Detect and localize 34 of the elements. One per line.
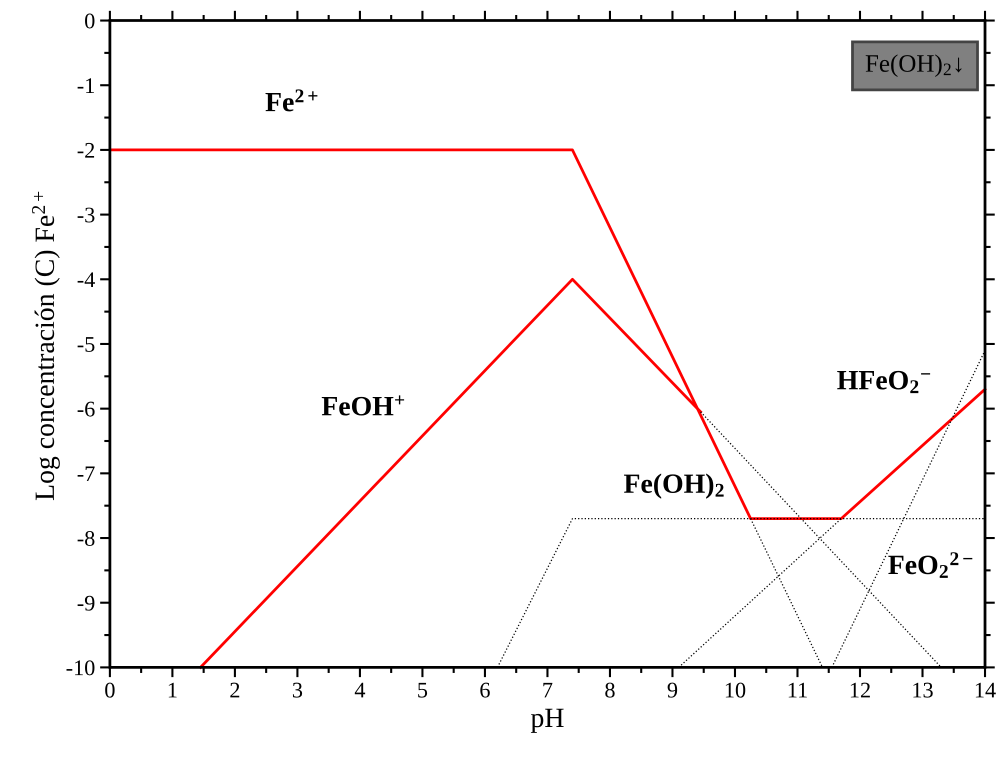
x-tick-label: 8	[605, 682, 615, 698]
y-tick-label: -4	[78, 272, 95, 287]
x-tick-label: 4	[354, 682, 366, 698]
y-tick-label: -5	[78, 337, 94, 352]
x-tick-label: 10	[726, 682, 746, 698]
x-tick-label: 12	[850, 682, 870, 698]
annotation: Fe(OH)$_{2}$	[624, 474, 724, 499]
x-tick-label: 1	[168, 682, 177, 698]
x-tick-label: 11	[788, 682, 807, 698]
x-tick-label: 0	[105, 682, 115, 698]
x-tick-label: 5	[418, 682, 428, 698]
x-tick-label: 3	[292, 682, 302, 698]
y-tick-label: -2	[78, 142, 94, 158]
annotation: Fe(OH)$_{2}$↓	[866, 54, 962, 77]
y-tick-label: -10	[66, 660, 94, 676]
x-tick-label: 9	[668, 682, 678, 698]
y-tick-label: -8	[78, 530, 94, 546]
y-tick-label: 0	[85, 13, 94, 28]
annotation: Fe$^{2+}$	[266, 89, 318, 112]
annotation: HFeO$_{2}$$^{−}$	[837, 370, 930, 394]
y-tick-label: -1	[78, 78, 94, 93]
x-tick-label: 13	[913, 682, 933, 698]
y-tick-label: -7	[78, 466, 95, 482]
annotation: FeO$_{2}$$^{2−}$	[888, 552, 972, 578]
x-axis-title: pH	[530, 708, 564, 733]
x-tick-label: 6	[480, 682, 490, 698]
x-tick-label: 7	[543, 682, 552, 698]
y-tick-label: -6	[78, 402, 95, 417]
y-tick-label: -3	[78, 208, 94, 223]
x-tick-label: 2	[230, 682, 240, 698]
y-tick-label: -9	[78, 596, 94, 611]
y-axis-title: Log concentración (C) Fe$^{2+}$	[32, 192, 60, 500]
x-tick-label: 14	[976, 682, 996, 698]
annotation: FeOH$^{+}$	[322, 395, 404, 416]
